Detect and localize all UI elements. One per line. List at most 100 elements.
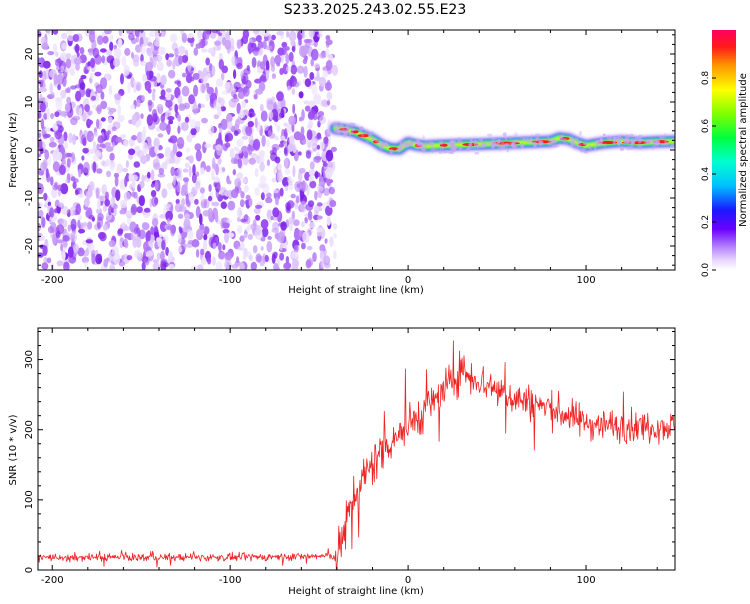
noise-speckle bbox=[97, 232, 106, 240]
signal-halo bbox=[424, 140, 429, 147]
noise-speckle bbox=[270, 152, 278, 162]
noise-speckle bbox=[295, 195, 300, 204]
noise-speckle bbox=[176, 137, 185, 149]
colorbar: 0.0 0.2 0.4 0.6 0.8 Normalized spectral ampl… bbox=[701, 30, 749, 277]
noise-speckle bbox=[211, 30, 218, 34]
signal-halo bbox=[450, 143, 455, 146]
noise-speckle bbox=[172, 59, 176, 70]
signal-halo bbox=[653, 144, 657, 147]
signal-halo bbox=[513, 138, 520, 144]
noise-speckle bbox=[160, 113, 166, 123]
noise-speckle bbox=[291, 251, 299, 259]
snr-xtick-label: 0 bbox=[405, 575, 411, 586]
noise-speckle bbox=[185, 73, 193, 84]
noise-speckle bbox=[181, 198, 186, 207]
noise-speckle bbox=[313, 204, 320, 214]
noise-speckle bbox=[113, 252, 121, 265]
noise-speckle bbox=[288, 51, 294, 62]
noise-speckle bbox=[66, 87, 71, 94]
noise-speckle bbox=[211, 201, 220, 207]
noise-speckle bbox=[255, 214, 261, 221]
noise-speckle bbox=[140, 30, 144, 34]
noise-speckle bbox=[181, 121, 189, 132]
noise-speckle bbox=[206, 86, 214, 95]
noise-speckle bbox=[308, 221, 316, 229]
noise-speckle bbox=[168, 119, 174, 125]
noise-speckle bbox=[220, 201, 227, 209]
noise-speckle bbox=[212, 242, 217, 249]
noise-speckle bbox=[121, 255, 125, 261]
spectrogram-signal bbox=[327, 120, 675, 157]
noise-speckle bbox=[100, 117, 106, 122]
noise-speckle bbox=[44, 149, 49, 160]
noise-speckle bbox=[131, 135, 138, 141]
noise-speckle bbox=[245, 194, 251, 200]
noise-speckle bbox=[213, 114, 220, 120]
signal-halo bbox=[460, 141, 463, 143]
noise-speckle bbox=[280, 108, 285, 118]
noise-speckle bbox=[298, 151, 302, 156]
signal-halo bbox=[559, 136, 562, 139]
signal-halo bbox=[390, 149, 393, 154]
noise-speckle bbox=[291, 264, 299, 270]
signal-halo bbox=[428, 141, 434, 146]
snr-ylabel: SNR (10 * v/v) bbox=[8, 414, 19, 485]
signal-halo bbox=[574, 137, 579, 142]
snr-ticks: -200 -100 0 100 0 100 200 300 bbox=[24, 328, 675, 586]
noise-speckle bbox=[290, 193, 296, 199]
noise-speckle bbox=[253, 207, 261, 215]
signal-halo bbox=[617, 135, 623, 139]
noise-speckle bbox=[333, 232, 337, 239]
noise-speckle bbox=[54, 148, 60, 153]
noise-speckle bbox=[250, 261, 257, 270]
signal-halo bbox=[520, 142, 524, 149]
spectrogram-ylabel: Frequency (Hz) bbox=[8, 112, 19, 188]
noise-speckle bbox=[282, 63, 289, 75]
noise-speckle bbox=[110, 198, 114, 205]
noise-speckle bbox=[109, 152, 115, 162]
noise-speckle bbox=[111, 126, 117, 132]
noise-speckle bbox=[130, 104, 136, 110]
signal-halo bbox=[579, 147, 584, 153]
noise-speckle bbox=[188, 193, 194, 204]
signal-halo bbox=[528, 140, 534, 143]
noise-speckle bbox=[104, 142, 112, 147]
noise-speckle bbox=[214, 181, 221, 193]
noise-speckle bbox=[60, 243, 64, 252]
noise-speckle bbox=[247, 120, 254, 128]
noise-speckle bbox=[279, 187, 284, 197]
signal-halo bbox=[465, 147, 471, 152]
noise-speckle bbox=[62, 235, 70, 242]
noise-speckle bbox=[213, 176, 220, 183]
noise-speckle bbox=[227, 180, 232, 185]
noise-speckle bbox=[280, 221, 287, 231]
noise-speckle bbox=[308, 109, 316, 119]
noise-speckle bbox=[304, 217, 308, 222]
noise-speckle bbox=[187, 33, 194, 39]
noise-speckle bbox=[162, 262, 169, 268]
noise-speckle bbox=[46, 257, 52, 264]
colorbar-tick-label: 0.8 bbox=[701, 71, 711, 86]
noise-speckle bbox=[52, 43, 58, 53]
signal-halo bbox=[438, 140, 444, 145]
noise-speckle bbox=[72, 133, 77, 146]
signal-halo bbox=[337, 124, 342, 129]
noise-speckle bbox=[325, 167, 333, 179]
signal-halo bbox=[504, 143, 510, 146]
noise-speckle bbox=[205, 92, 210, 102]
noise-speckle bbox=[65, 58, 72, 69]
noise-speckle bbox=[306, 129, 313, 141]
noise-speckle bbox=[113, 58, 120, 68]
noise-speckle bbox=[120, 134, 127, 139]
noise-speckle bbox=[240, 218, 247, 223]
noise-speckle bbox=[236, 225, 243, 234]
signal-halo bbox=[403, 142, 410, 148]
signal-halo bbox=[399, 144, 405, 150]
noise-speckle bbox=[177, 94, 183, 105]
signal-halo bbox=[348, 122, 354, 126]
noise-speckle bbox=[41, 70, 47, 82]
noise-speckle bbox=[89, 72, 94, 79]
noise-speckle bbox=[77, 247, 85, 257]
noise-speckle bbox=[307, 210, 313, 221]
noise-speckle bbox=[240, 191, 245, 199]
